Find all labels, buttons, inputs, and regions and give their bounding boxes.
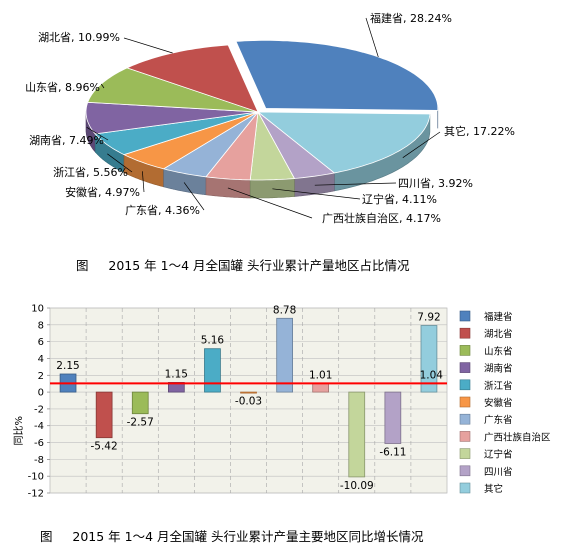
pie-slice-label: 辽宁省, 4.11% <box>362 192 437 206</box>
y-axis-label: 同比% <box>13 416 25 446</box>
bar-value-label: 8.78 <box>273 304 296 316</box>
legend-label: 湖南省 <box>484 363 513 375</box>
reference-line-label: 1.04 <box>420 369 444 381</box>
bar <box>131 391 149 415</box>
y-tick-label: 4 <box>38 354 44 365</box>
legend-label: 安徽省 <box>484 397 513 409</box>
pie-slice-wall <box>249 178 295 199</box>
y-tick-label: 0 <box>38 388 44 399</box>
pie-slice-label: 其它, 17.22% <box>444 124 515 138</box>
legend-label: 浙江省 <box>484 380 513 392</box>
legend-swatch <box>459 465 471 477</box>
pie-leader-line <box>123 37 173 54</box>
legend-swatch <box>459 448 471 459</box>
legend-label: 其它 <box>484 483 503 495</box>
pie-slice-label: 四川省, 3.92% <box>398 177 473 190</box>
pie-chart: 福建省, 28.24% 其它, 17.22% 四川省, 3.92% 辽宁省, 4.11… <box>25 11 515 225</box>
legend-swatch <box>459 362 471 373</box>
pie-slice <box>249 110 296 181</box>
bar-value-label: 2.15 <box>56 360 79 372</box>
legend-swatch <box>459 413 471 425</box>
y-tick-label: -6 <box>34 438 44 449</box>
bar-chart: 10 8 6 4 2 0 -2 -4 -6 -8 -10 -12 同比% 2.15 -5.42 -2.57 1.… <box>13 304 551 500</box>
y-tick-label: -2 <box>34 404 44 415</box>
pie-slice-side <box>249 178 295 199</box>
bar <box>312 383 330 393</box>
pie-leader-line <box>86 126 109 141</box>
pie-slice <box>205 110 259 181</box>
pie-caption: 图 2015 年 1～4 月全国罐 头行业累计产量地区占比情况 <box>76 258 410 273</box>
pie-slice-label: 山东省, 8.96% <box>25 81 100 94</box>
bar <box>420 325 438 393</box>
y-tick-label: -10 <box>28 472 44 483</box>
pie-leader-line <box>183 182 205 211</box>
legend-swatch <box>459 345 471 356</box>
pie-slice <box>235 40 439 111</box>
legend-label: 广西壮族自治区 <box>484 431 551 443</box>
pie-slice <box>162 111 259 178</box>
y-tick-label: -12 <box>28 489 44 500</box>
legend-label: 福建省 <box>484 311 513 323</box>
bar <box>348 391 366 478</box>
bar-value-label: 7.92 <box>417 312 440 324</box>
y-tick-label: -8 <box>34 455 44 466</box>
bar <box>276 317 294 393</box>
legend-label: 四川省 <box>484 466 513 478</box>
pie-slice <box>122 111 259 170</box>
bar <box>240 391 257 394</box>
bar-value-label: -5.42 <box>91 441 118 453</box>
pie-slice-label: 浙江省, 5.56% <box>53 166 128 179</box>
plot-area <box>49 307 448 494</box>
pie-leader-line <box>365 17 379 58</box>
legend-swatch <box>459 327 471 339</box>
y-tick-label: 2 <box>38 371 44 382</box>
bar-value-label: -0.03 <box>235 395 262 407</box>
bar-caption: 图 2015 年 1～4 月全国罐 头行业累计产量主要地区同比增长情况 <box>40 529 424 544</box>
legend-swatch <box>459 482 471 494</box>
legend-label: 山东省 <box>484 345 513 357</box>
bar <box>95 391 113 439</box>
pie-slice <box>94 111 259 156</box>
legend-swatch <box>459 431 471 442</box>
legend-label: 湖北省 <box>484 328 513 340</box>
bar <box>204 348 221 393</box>
bar-value-label: 1.01 <box>309 370 332 382</box>
pie-leader-line <box>402 131 441 158</box>
pie-slice <box>257 111 336 179</box>
bar-value-label: 1.15 <box>165 368 188 380</box>
legend-swatch <box>459 379 471 391</box>
legend-swatch <box>459 396 471 408</box>
bar-value-label: -6.11 <box>379 447 406 459</box>
bar-value-label: -2.57 <box>127 417 154 429</box>
bar-value-label: 5.16 <box>201 335 225 347</box>
pie-leader-line <box>107 153 133 173</box>
y-tick-label: 8 <box>38 320 44 331</box>
y-tick-label: -4 <box>34 421 44 432</box>
legend-swatch <box>459 310 471 322</box>
pie-slice-label: 福建省, 28.24% <box>370 11 452 25</box>
bar <box>384 391 402 444</box>
pie-leader-line <box>100 83 105 89</box>
pie-slice-label: 安徽省, 4.97% <box>65 185 140 199</box>
pie-leader-line <box>272 188 361 200</box>
pie-slice-label: 广东省, 4.36% <box>125 204 200 217</box>
legend-label: 广东省 <box>484 414 513 426</box>
pie-slice-label: 湖北省, 10.99% <box>38 31 120 44</box>
legend-label: 辽宁省 <box>484 449 513 461</box>
pie-slice <box>85 101 259 135</box>
pie-leader-line <box>142 171 145 193</box>
pie-leader-line <box>314 182 397 186</box>
pie-slice-label: 广西壮族自治区, 4.17% <box>322 211 441 225</box>
pie-slice <box>256 111 431 174</box>
pie-leader-line <box>227 187 313 219</box>
y-tick-label: 6 <box>38 337 44 348</box>
y-tick-label: 10 <box>31 304 44 315</box>
bar-value-label: -10.09 <box>340 480 374 492</box>
pie-slice-label: 湖南省, 7.49% <box>29 134 104 147</box>
